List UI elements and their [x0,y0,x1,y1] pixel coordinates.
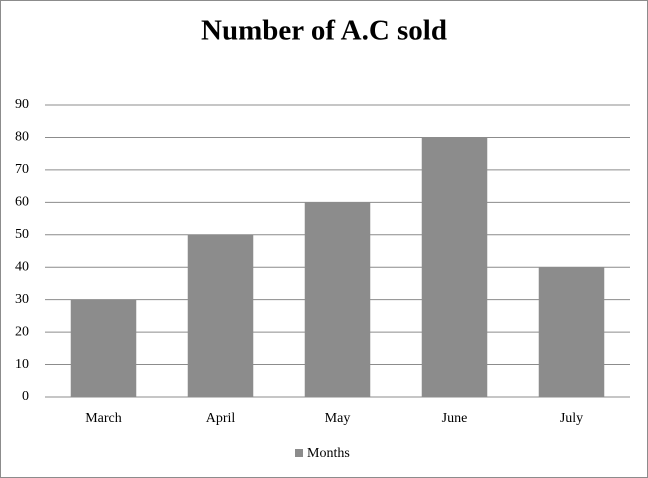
y-tick-label: 60 [15,195,29,210]
y-tick-label: 70 [15,162,29,177]
y-tick-label: 0 [22,389,29,404]
legend-swatch [295,449,303,457]
x-tick-label: May [325,411,351,426]
x-tick-label: April [206,411,236,426]
bar [70,299,137,397]
x-tick-label: July [560,411,583,426]
bar [421,137,488,397]
y-tick-label: 10 [15,357,29,372]
legend-label: Months [307,446,350,461]
x-tick-label: June [442,411,468,426]
y-tick-label: 90 [15,97,29,112]
y-tick-label: 40 [15,259,29,274]
y-tick-label: 30 [15,292,29,307]
bar [304,202,371,397]
y-tick-label: 50 [15,227,29,242]
x-tick-label: March [85,411,122,426]
chart-title: Number of A.C sold [201,15,447,47]
y-tick-label: 80 [15,130,29,145]
bar [538,267,605,397]
y-tick-label: 20 [15,324,29,339]
bar [187,234,254,397]
